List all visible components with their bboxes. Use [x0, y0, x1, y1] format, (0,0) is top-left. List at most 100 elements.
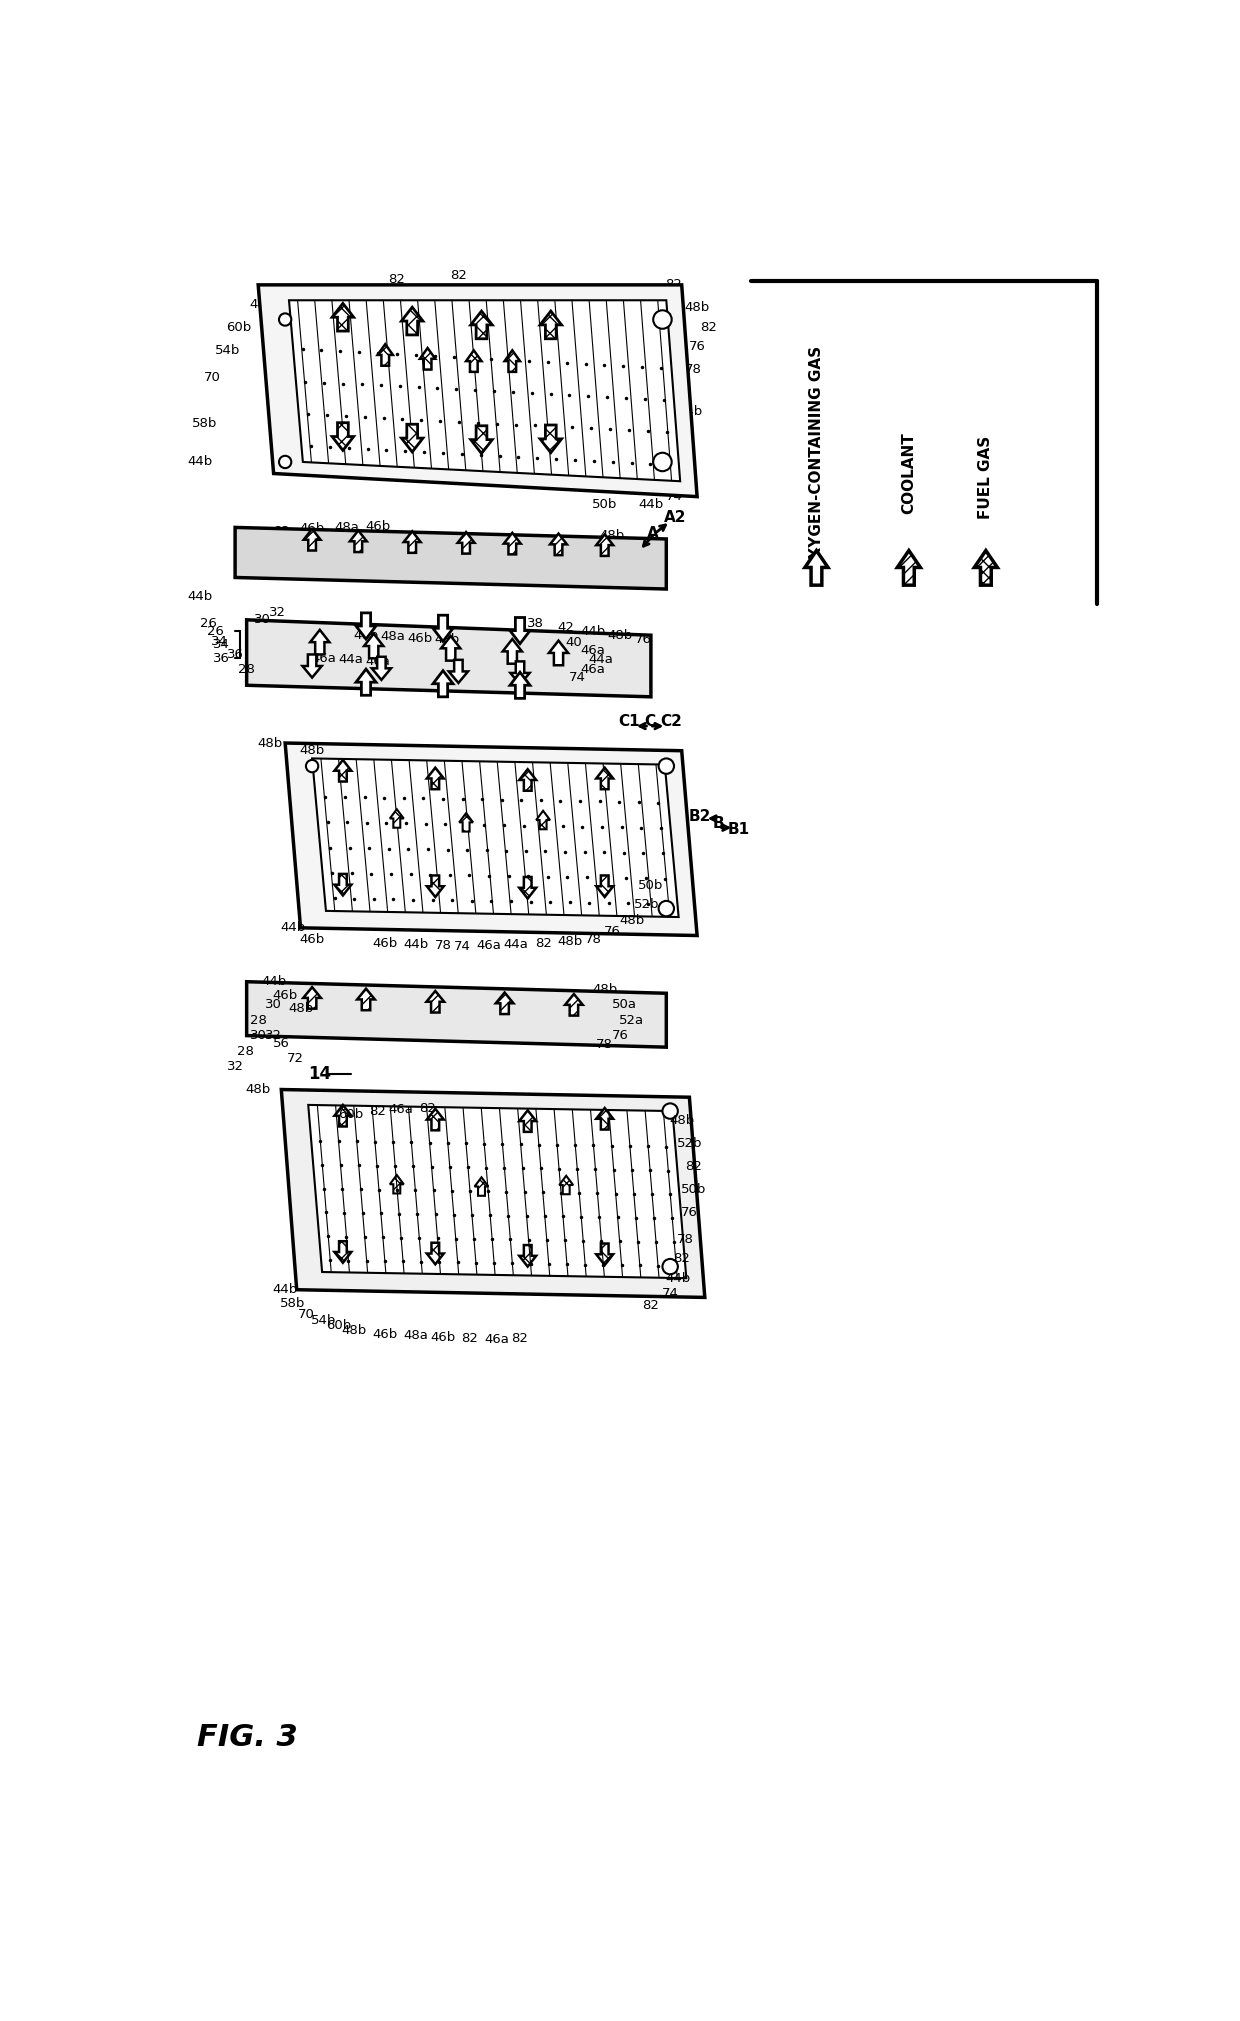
Text: 46b: 46b: [353, 629, 378, 643]
Text: 32: 32: [265, 1029, 281, 1043]
Text: 48b: 48b: [591, 982, 618, 996]
Polygon shape: [596, 1243, 613, 1265]
Text: 50b: 50b: [639, 879, 663, 891]
Polygon shape: [433, 614, 453, 641]
Text: 76: 76: [681, 1207, 698, 1219]
Text: 38: 38: [527, 616, 544, 631]
Polygon shape: [303, 655, 321, 677]
Text: 58b: 58b: [192, 416, 217, 430]
Circle shape: [658, 758, 675, 774]
Text: 68b: 68b: [342, 313, 367, 325]
Polygon shape: [285, 744, 697, 936]
Polygon shape: [304, 986, 321, 1008]
Polygon shape: [502, 639, 522, 663]
Text: 66b: 66b: [670, 441, 694, 453]
Text: 74: 74: [666, 491, 682, 503]
Text: 30: 30: [254, 612, 270, 627]
Text: 46b: 46b: [300, 934, 325, 946]
Polygon shape: [898, 550, 920, 586]
Text: 68b: 68b: [469, 352, 494, 364]
Text: 42: 42: [558, 620, 574, 635]
Polygon shape: [433, 671, 453, 697]
Text: 52b: 52b: [635, 897, 660, 911]
Polygon shape: [596, 768, 613, 790]
Polygon shape: [459, 812, 472, 831]
Polygon shape: [304, 530, 321, 550]
Polygon shape: [427, 1243, 444, 1265]
Text: FUEL GAS: FUEL GAS: [978, 437, 993, 519]
Text: 82: 82: [461, 1332, 479, 1346]
Text: 46b: 46b: [407, 633, 433, 645]
Text: 46b: 46b: [373, 936, 398, 950]
Polygon shape: [471, 426, 492, 453]
Text: FIG. 3: FIG. 3: [197, 1722, 298, 1752]
Text: A: A: [647, 525, 660, 542]
Text: 46a: 46a: [365, 655, 391, 667]
Text: B: B: [713, 816, 724, 831]
Polygon shape: [427, 875, 444, 897]
Text: 48b: 48b: [300, 744, 325, 758]
Text: 14: 14: [309, 1065, 331, 1083]
Text: 46a: 46a: [580, 663, 605, 677]
Text: 30: 30: [249, 1029, 267, 1043]
Text: 44b: 44b: [639, 497, 663, 511]
Text: 26: 26: [200, 616, 217, 631]
Text: 76: 76: [611, 1029, 629, 1043]
Text: 50b: 50b: [681, 1182, 706, 1196]
Text: 60b: 60b: [322, 321, 348, 333]
Text: 48b: 48b: [600, 530, 625, 542]
Text: 76: 76: [635, 633, 652, 645]
Polygon shape: [420, 348, 435, 370]
Text: 78: 78: [596, 1039, 613, 1051]
Text: 82: 82: [388, 273, 405, 287]
Text: 82: 82: [684, 1160, 702, 1172]
Polygon shape: [404, 532, 420, 554]
Polygon shape: [335, 760, 351, 782]
Polygon shape: [510, 673, 529, 699]
Text: 46b: 46b: [300, 523, 325, 536]
Polygon shape: [559, 1176, 573, 1194]
Text: 82: 82: [673, 1253, 691, 1265]
Polygon shape: [520, 770, 536, 790]
Text: 78: 78: [585, 934, 601, 946]
Text: 46b: 46b: [273, 988, 298, 1002]
Text: A1: A1: [622, 548, 645, 562]
Polygon shape: [377, 344, 393, 366]
Text: 48b: 48b: [670, 1114, 694, 1128]
Polygon shape: [335, 1241, 351, 1263]
Text: 78: 78: [434, 940, 451, 952]
Polygon shape: [335, 1105, 351, 1126]
Text: 54b: 54b: [311, 1314, 336, 1328]
Text: 76: 76: [604, 926, 621, 938]
Text: B2: B2: [689, 808, 712, 825]
Text: 74: 74: [454, 940, 471, 952]
Text: 78: 78: [684, 364, 702, 376]
Text: 76: 76: [688, 340, 706, 354]
Polygon shape: [503, 534, 521, 554]
Text: 68b: 68b: [384, 356, 409, 368]
Text: 46b: 46b: [365, 519, 391, 534]
Polygon shape: [471, 311, 492, 340]
Polygon shape: [372, 657, 391, 679]
Text: 48b: 48b: [684, 301, 709, 315]
Polygon shape: [427, 1110, 444, 1130]
Text: 48b: 48b: [246, 1083, 270, 1095]
Text: 62b: 62b: [661, 459, 687, 473]
Text: 46a: 46a: [511, 354, 536, 366]
Text: 54b: 54b: [215, 344, 241, 358]
Text: 48b: 48b: [288, 1002, 314, 1015]
Polygon shape: [427, 768, 444, 790]
Text: 74: 74: [569, 671, 587, 683]
Text: 36: 36: [227, 649, 243, 661]
Text: 32: 32: [227, 1059, 243, 1073]
Polygon shape: [541, 424, 562, 453]
Text: 48a: 48a: [335, 521, 360, 534]
Text: A2: A2: [665, 509, 687, 525]
Text: 82: 82: [284, 287, 301, 299]
Polygon shape: [389, 808, 404, 829]
Polygon shape: [350, 530, 367, 552]
Polygon shape: [520, 1110, 536, 1132]
Polygon shape: [466, 350, 481, 372]
Text: C: C: [644, 713, 655, 730]
Text: 60b: 60b: [227, 321, 252, 333]
